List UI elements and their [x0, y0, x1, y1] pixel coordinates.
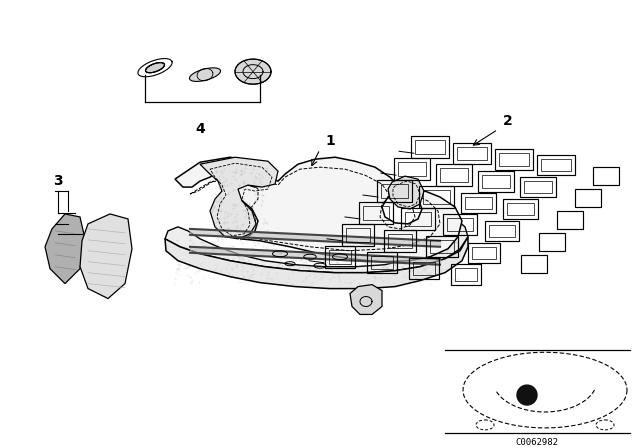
- Polygon shape: [350, 284, 382, 314]
- Polygon shape: [165, 237, 468, 289]
- Text: 3: 3: [53, 174, 63, 188]
- Polygon shape: [189, 68, 221, 82]
- Polygon shape: [235, 59, 271, 84]
- Polygon shape: [165, 221, 468, 273]
- Polygon shape: [80, 214, 132, 298]
- Polygon shape: [388, 176, 424, 209]
- Circle shape: [517, 385, 537, 405]
- Polygon shape: [200, 157, 278, 239]
- Text: 2: 2: [503, 114, 513, 129]
- Text: C0062982: C0062982: [515, 438, 559, 447]
- Polygon shape: [145, 63, 164, 73]
- Polygon shape: [175, 157, 462, 262]
- Text: 4: 4: [195, 122, 205, 136]
- Polygon shape: [45, 214, 85, 284]
- Text: 1: 1: [325, 134, 335, 148]
